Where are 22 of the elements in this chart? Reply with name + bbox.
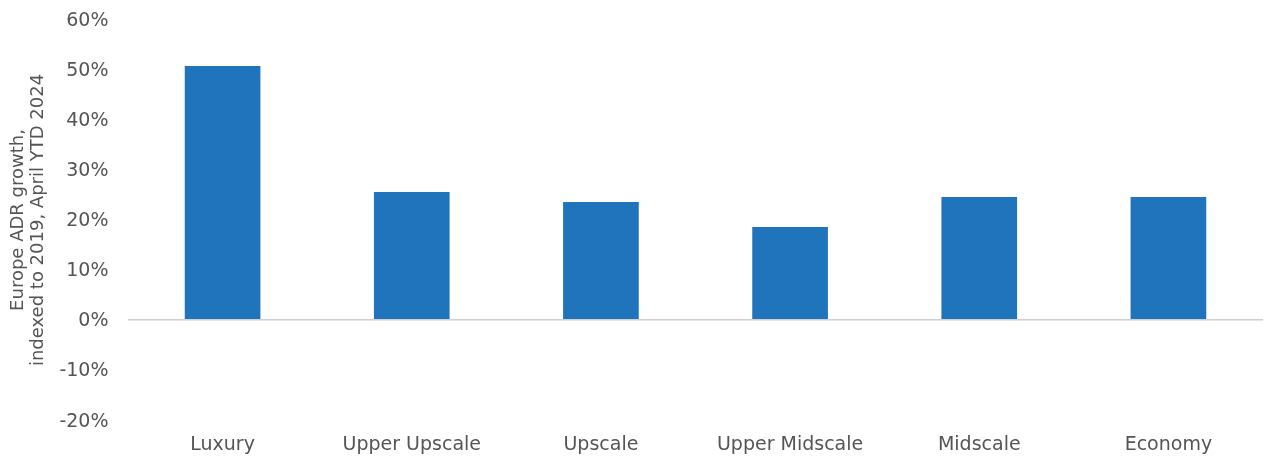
- bar: [941, 196, 1018, 320]
- bar: [373, 191, 450, 320]
- y-tick-label: 60%: [66, 7, 109, 30]
- y-tick-label: 40%: [66, 107, 109, 130]
- bar: [752, 227, 828, 320]
- y-tick-label: 50%: [66, 57, 109, 80]
- x-tick-label: Luxury: [190, 431, 255, 454]
- y-axis-title: Europe ADR growth, indexed to 2019, April YTD 2024: [6, 73, 48, 367]
- y-tick-label: 30%: [66, 157, 109, 180]
- bar: [563, 201, 639, 320]
- bar: [184, 66, 261, 320]
- y-tick-label: 20%: [66, 208, 109, 230]
- x-tick-label: Upper Midscale: [716, 431, 864, 454]
- x-tick-label: Upper Upscale: [342, 431, 481, 454]
- x-tick-label: Upscale: [563, 431, 639, 454]
- x-tick-label: Midscale: [937, 431, 1021, 454]
- x-tick-label: Economy: [1124, 431, 1213, 454]
- y-tick-label: -10%: [59, 358, 109, 381]
- y-tick-label: 10%: [66, 258, 109, 281]
- bar: [1130, 196, 1207, 320]
- y-tick-label: -20%: [59, 408, 109, 431]
- y-tick-label: 0%: [78, 308, 109, 331]
